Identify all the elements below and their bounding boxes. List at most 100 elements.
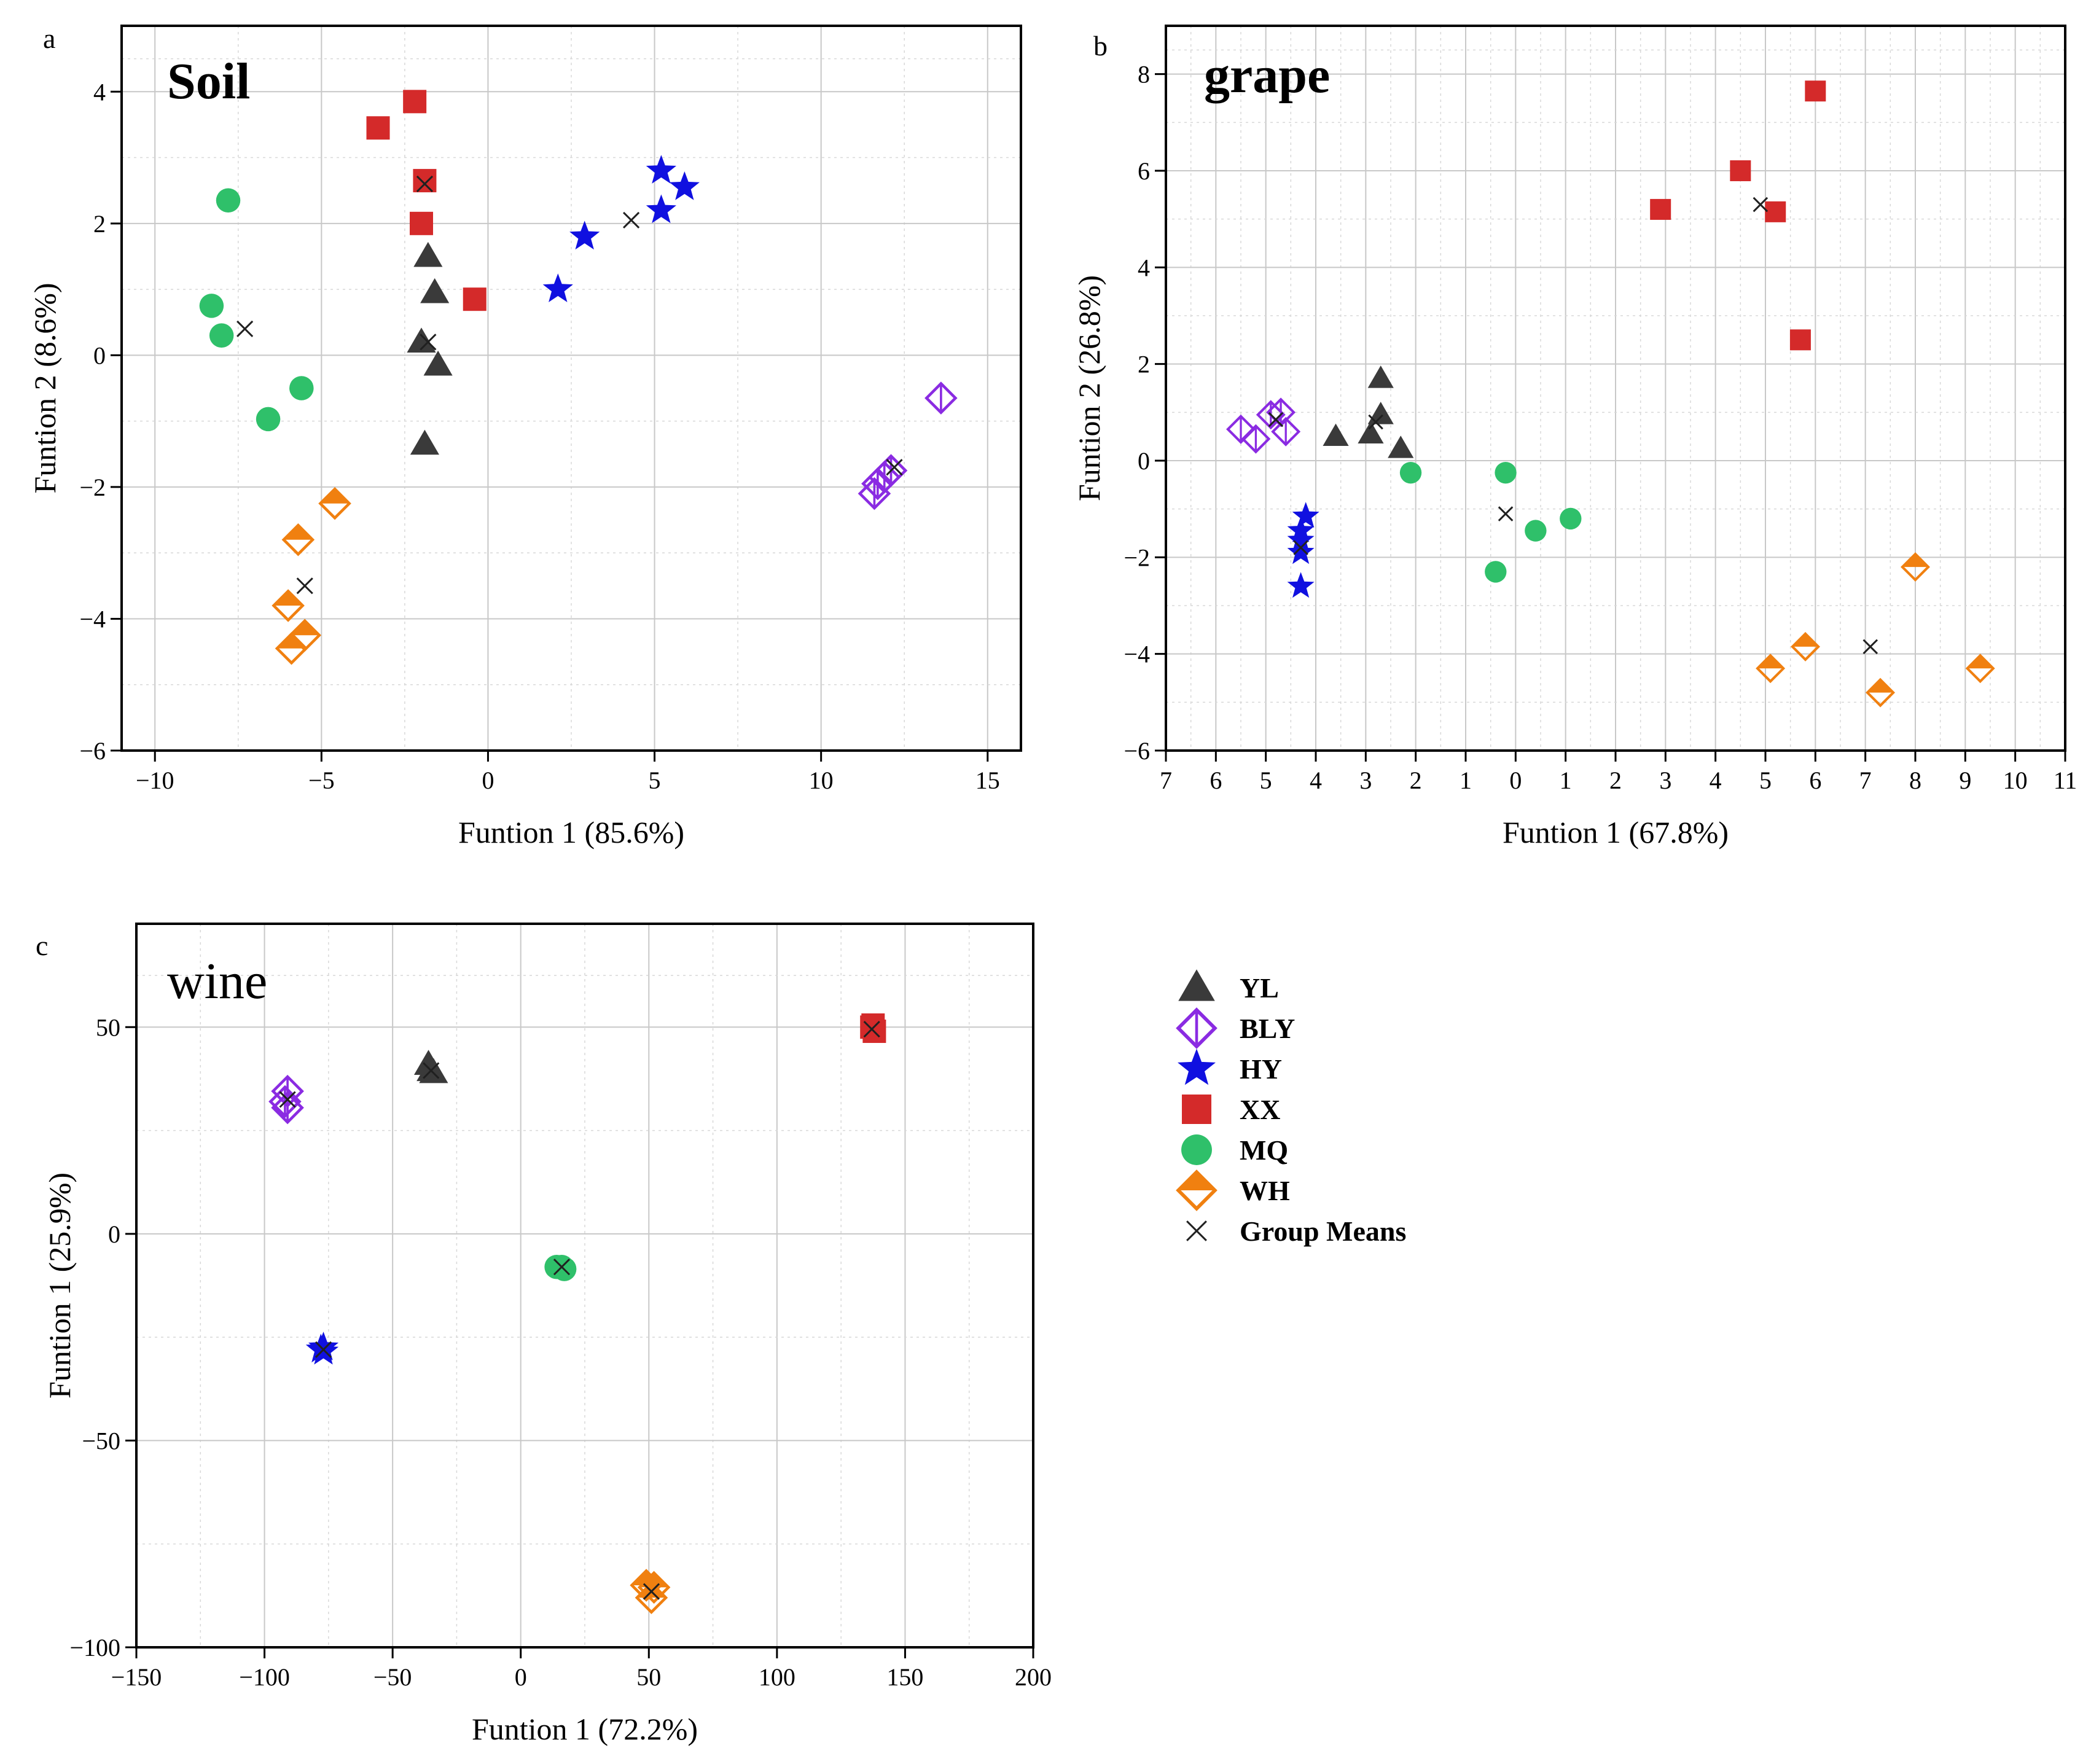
data-point-group-means	[1268, 412, 1284, 427]
data-point-group-means	[886, 459, 903, 476]
data-point-xx	[1789, 329, 1811, 351]
data-point-xx	[1765, 201, 1786, 222]
data-point-hy	[646, 155, 676, 184]
y-tick-label: 6	[1138, 157, 1150, 185]
y-tick-label: 0	[93, 341, 106, 369]
data-point-group-means	[416, 175, 434, 193]
series-wh	[1756, 552, 1995, 708]
legend-item-yl: YL	[1178, 969, 1279, 1004]
plot-wine: −150 −100 −50 0 50 100 150 200−100−50050Funtion…	[42, 923, 1052, 1746]
x-tick-label: 2	[1410, 767, 1422, 794]
data-point-hy	[542, 273, 573, 302]
data-point-xx	[413, 169, 437, 193]
data-point-group-means	[423, 1062, 440, 1079]
series-mq	[199, 188, 314, 432]
data-point-group-means	[553, 1259, 571, 1276]
x-tick-label: 10	[2003, 767, 2028, 794]
legend-symbol-wh	[1176, 1169, 1217, 1211]
data-point-group-means	[1368, 414, 1383, 430]
x-tick-label: 6	[1809, 767, 1821, 794]
data-point-yl	[1367, 365, 1394, 388]
y-tick-label: −6	[1124, 737, 1150, 765]
data-point-xx	[1650, 198, 1671, 220]
y-axis-label: Funtion 2 (26.8%)	[1072, 275, 1106, 501]
data-point-wh	[1866, 677, 1896, 708]
data-point-bly	[858, 477, 891, 510]
x-tick-label: 7	[1160, 767, 1172, 794]
data-point-wh	[1901, 552, 1930, 582]
x-axis-label: Funtion 1 (85.6%)	[458, 815, 684, 849]
data-point-group-means	[622, 211, 640, 229]
y-tick-label: 2	[93, 210, 106, 238]
plot-frame	[135, 923, 1034, 1649]
panel-b: b 7 6 5 4 3 2 1 0 1 2 3 4 5 6 7 8 9 10 11−6−4−202468Funtio…	[1072, 25, 2077, 849]
x-tick-label: 4	[1710, 767, 1722, 794]
x-tick-label: 6	[1210, 767, 1222, 794]
y-tick-label: 2	[1138, 351, 1150, 378]
chart-title: Soil	[167, 53, 250, 110]
data-point-group-means	[279, 1091, 296, 1108]
data-point-xx	[366, 116, 390, 140]
data-point-mq	[1399, 461, 1422, 484]
x-tick-label: 7	[1859, 767, 1872, 794]
data-point-yl	[1388, 435, 1414, 458]
x-tick-label: −10	[136, 767, 174, 794]
series-xx	[366, 90, 487, 311]
y-tick-label: −50	[82, 1427, 120, 1454]
x-axis-label: Funtion 1 (67.8%)	[1503, 815, 1729, 849]
legend-symbol-yl	[1178, 969, 1215, 1001]
data-point-wh	[637, 1571, 671, 1604]
data-point-xx	[403, 90, 427, 114]
data-point-yl	[413, 241, 443, 267]
panel-c: c −150 −100 −50 0 50 100 150 200−100−50050Funti…	[36, 923, 1052, 1746]
x-tick-label: 50	[636, 1663, 661, 1691]
legend-symbol-bly	[1176, 1007, 1217, 1049]
y-tick-label: −4	[1124, 641, 1150, 668]
data-point-mq	[1525, 520, 1547, 542]
x-tick-label: 2	[1609, 767, 1622, 794]
legend-item-bly: BLY	[1176, 1007, 1295, 1049]
data-point-xx	[861, 1013, 885, 1037]
legend-label: XX	[1240, 1094, 1280, 1125]
legend-item-group-means: Group Means	[1186, 1216, 1406, 1247]
data-point-mq	[199, 294, 224, 318]
y-tick-label: −2	[1124, 544, 1150, 571]
x-tick-label: −50	[373, 1663, 412, 1691]
x-tick-label: 0	[515, 1663, 527, 1691]
x-tick-label: 0	[482, 767, 494, 794]
chart-title: wine	[167, 953, 267, 1010]
data-point-wh	[318, 486, 351, 520]
data-point-wh	[281, 523, 315, 556]
data-point-mq	[1485, 561, 1507, 583]
data-point-mq	[289, 376, 314, 400]
x-tick-label: −150	[111, 1663, 162, 1691]
data-point-group-means	[1498, 506, 1514, 521]
data-point-mq	[1495, 461, 1517, 484]
legend-label: BLY	[1240, 1013, 1295, 1044]
data-point-xx	[1805, 80, 1826, 102]
data-point-yl	[423, 350, 453, 376]
data-point-yl	[420, 278, 450, 303]
x-tick-label: −5	[308, 767, 335, 794]
y-axis-label: Funtion 2 (8.6%)	[28, 283, 62, 493]
legend-item-wh: WH	[1176, 1169, 1290, 1211]
legend-symbol-hy	[1178, 1048, 1216, 1085]
y-tick-label: 8	[1138, 61, 1150, 88]
legend-symbol-mq	[1181, 1134, 1212, 1165]
data-point-yl	[410, 429, 439, 455]
y-tick-label: 0	[108, 1220, 120, 1248]
series-wh	[272, 486, 351, 665]
data-point-yl	[1323, 423, 1349, 446]
series-mq	[1399, 461, 1582, 583]
plot-soil: −10 −5 0 5 10 15 −6 −4 −2 0 2 4 Funtion 1 (85.6%) Fun…	[28, 25, 1022, 849]
data-point-group-means	[643, 1583, 660, 1600]
data-point-wh	[275, 631, 308, 665]
y-tick-label: 4	[1138, 254, 1150, 281]
data-point-group-means	[296, 577, 313, 595]
panel-letter-c: c	[36, 930, 48, 961]
legend-label: HY	[1240, 1053, 1282, 1085]
x-tick-label: 1	[1560, 767, 1572, 794]
data-point-hy	[569, 221, 600, 250]
panel-a: a −10 −5 0 5 10 15 −6 −4 −2 0 2 4 Funtion 1 (85.6%) F…	[28, 23, 1022, 849]
